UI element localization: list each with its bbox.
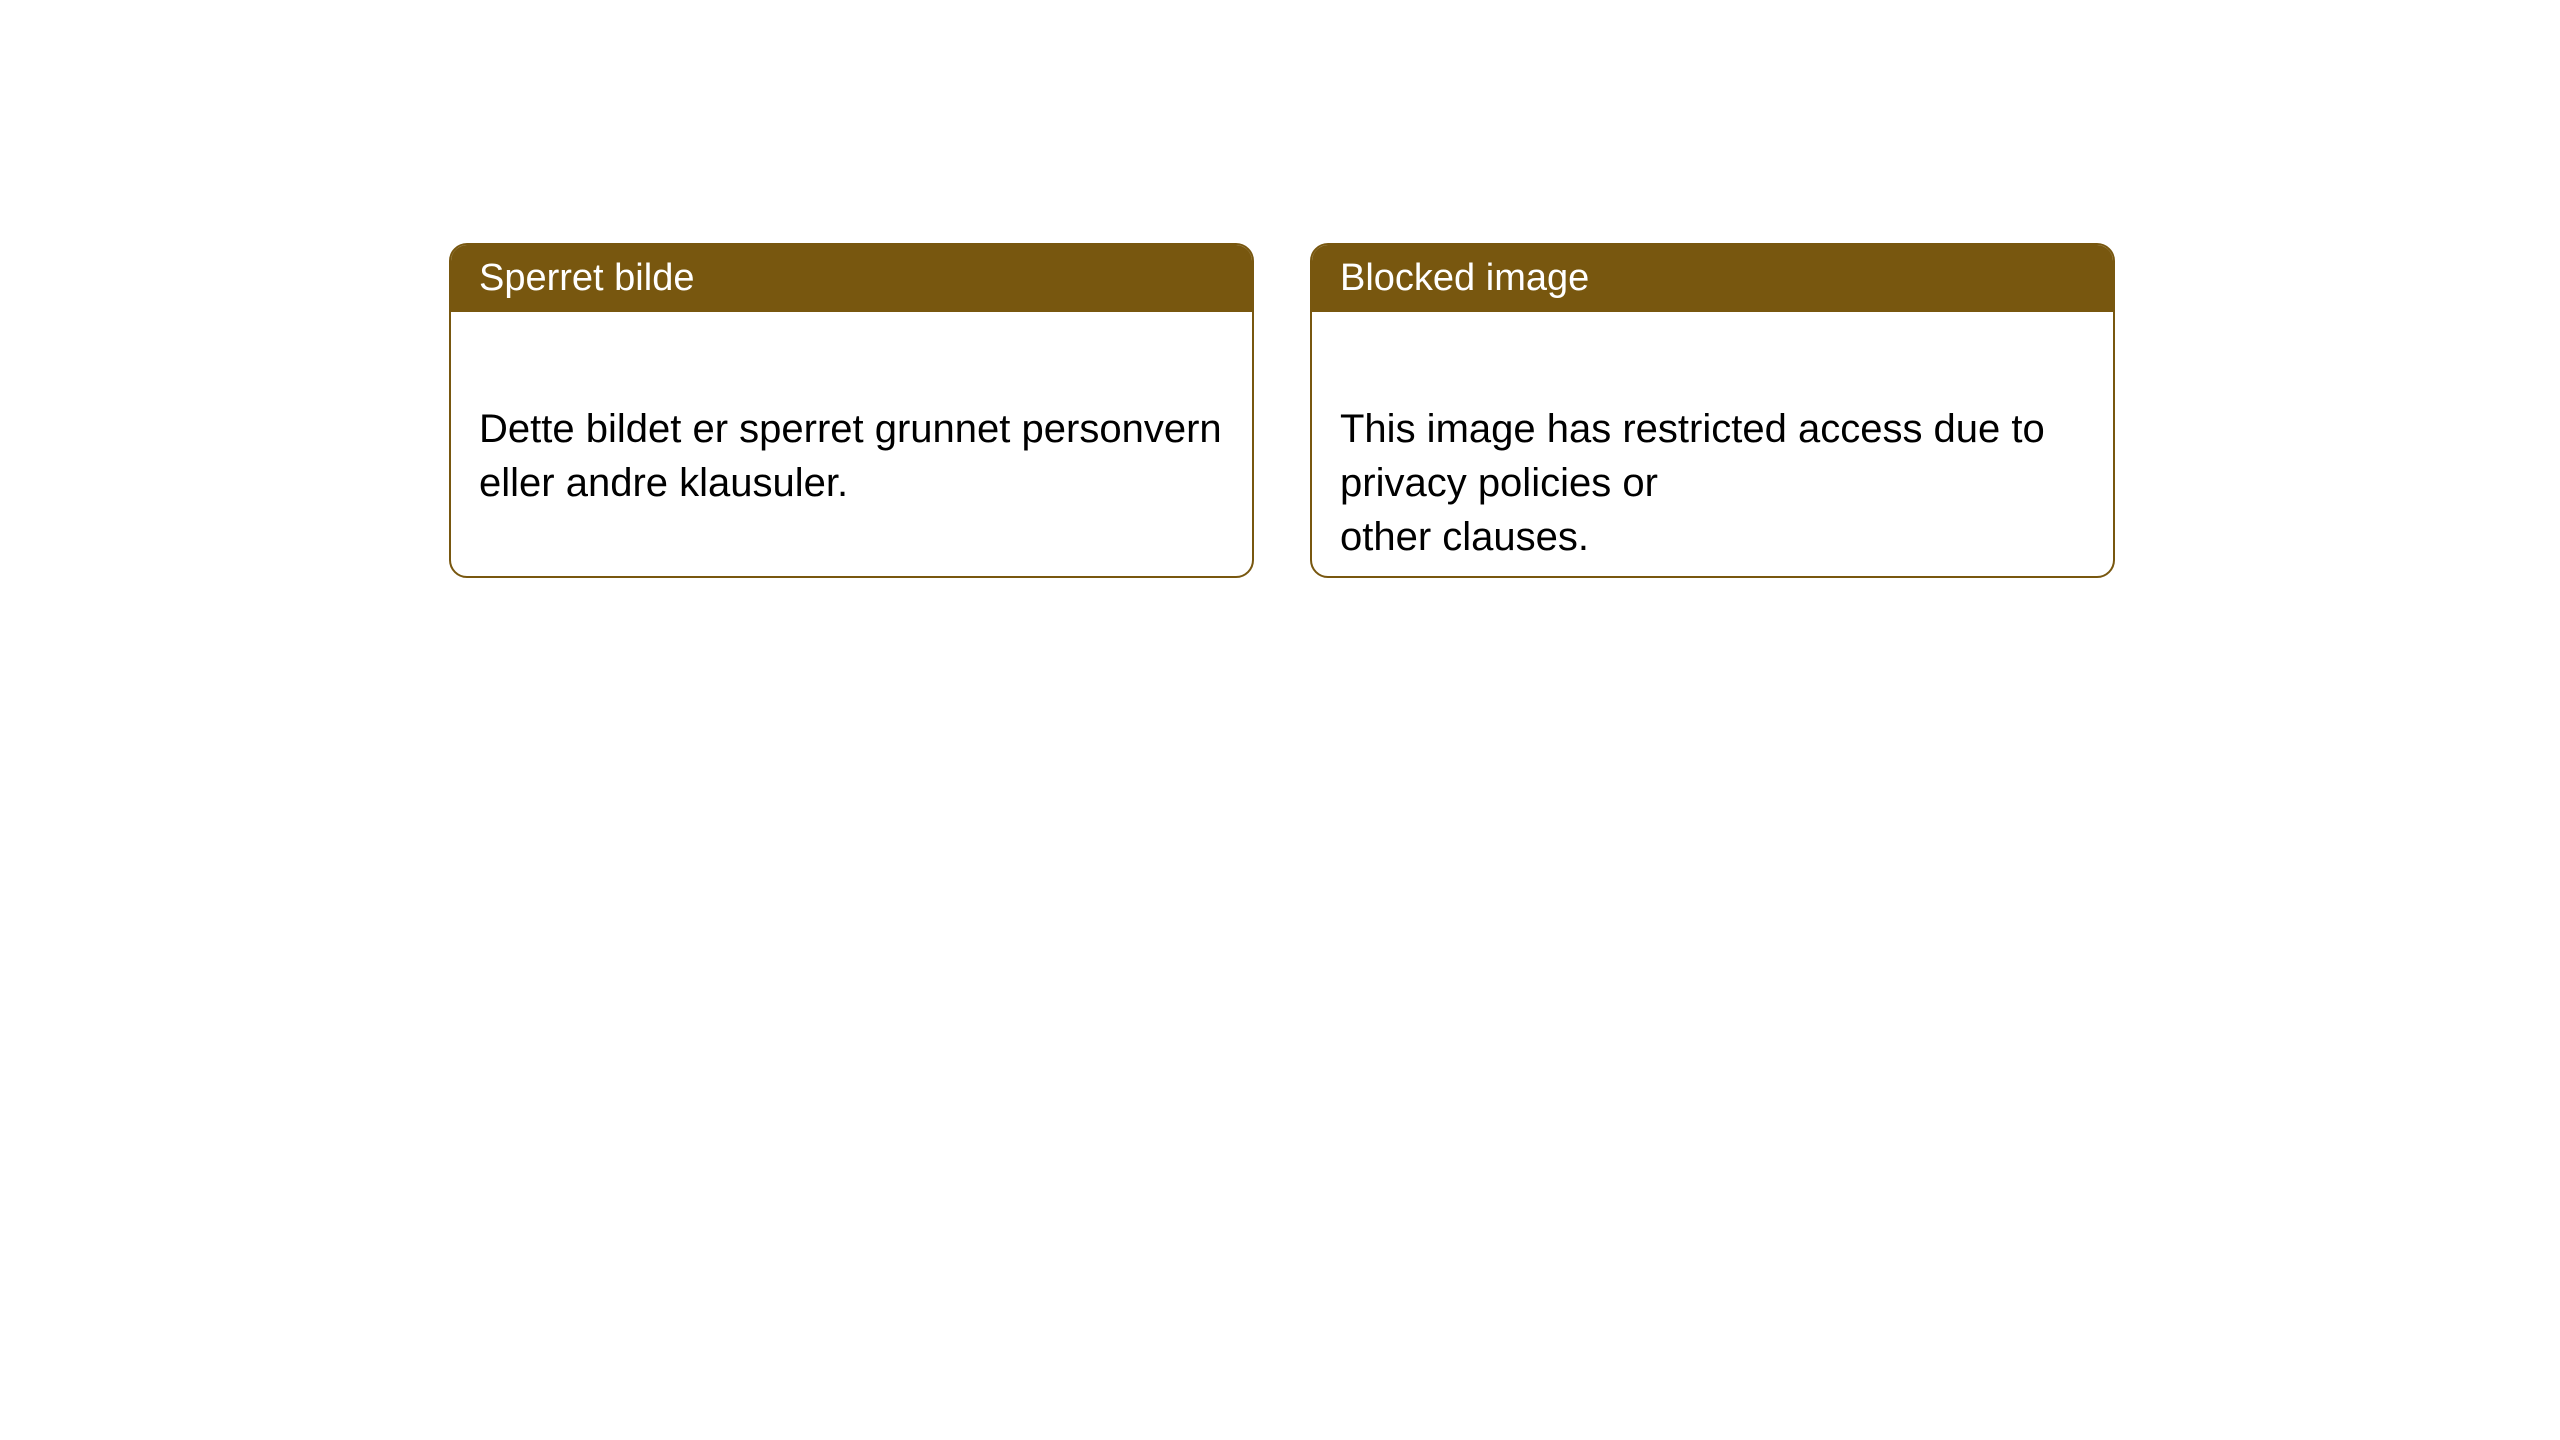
card-title: Blocked image (1340, 257, 1589, 299)
card-title: Sperret bilde (479, 257, 694, 299)
card-body-text: This image has restricted access due to … (1340, 407, 2045, 559)
notice-card-no: Sperret bilde Dette bildet er sperret gr… (449, 243, 1254, 578)
card-header: Blocked image (1312, 245, 2113, 312)
card-header: Sperret bilde (451, 245, 1252, 312)
notice-card-en: Blocked image This image has restricted … (1310, 243, 2115, 578)
card-body-text: Dette bildet er sperret grunnet personve… (479, 407, 1222, 505)
notice-container: Sperret bilde Dette bildet er sperret gr… (449, 243, 2115, 578)
card-body: This image has restricted access due to … (1312, 312, 2113, 578)
card-body: Dette bildet er sperret grunnet personve… (451, 312, 1252, 546)
